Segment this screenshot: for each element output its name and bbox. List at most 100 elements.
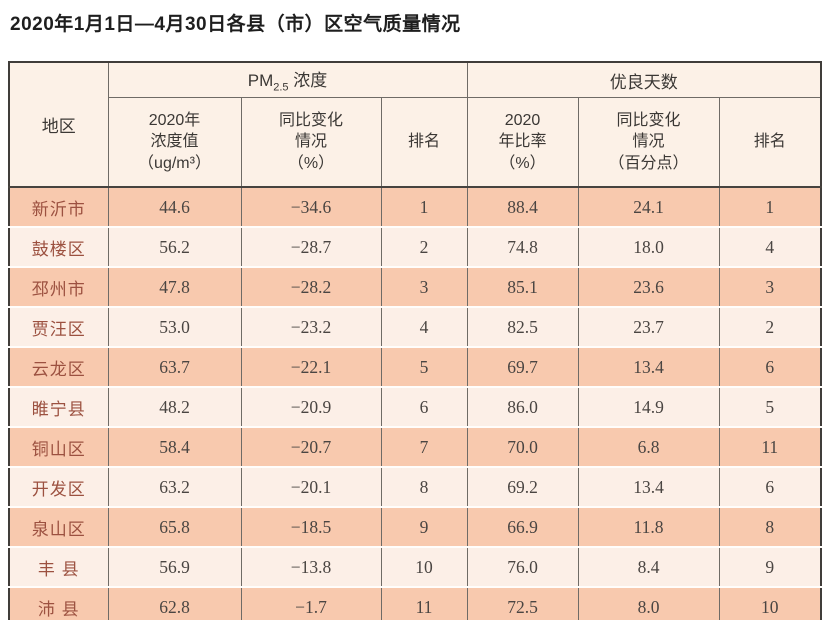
region-cell: 睢宁县 — [8, 386, 109, 427]
pm25-change-cell: −28.7 — [240, 226, 382, 267]
good-rank-cell: 11 — [718, 426, 822, 467]
pm25-change-cell: −34.6 — [240, 186, 382, 227]
good-change-cell: 6.8 — [577, 426, 720, 467]
region-cell: 新沂市 — [8, 186, 109, 227]
good-change-cell: 13.4 — [577, 466, 720, 507]
pm25-value-cell: 56.9 — [107, 546, 242, 587]
pm25-change-cell: −20.7 — [240, 426, 382, 467]
pm25-change-cell: −1.7 — [240, 586, 382, 620]
pm25-change-cell: −28.2 — [240, 266, 382, 307]
pm25-value-cell: 63.7 — [107, 346, 242, 387]
header-region: 地区 — [8, 61, 109, 188]
good-rate-cell: 69.7 — [466, 346, 579, 387]
table-row: 丰 县 56.9 −13.8 10 76.0 8.4 9 — [8, 546, 822, 587]
pm25-value-cell: 58.4 — [107, 426, 242, 467]
table-header: 地区 PM2.5 浓度 优良天数 2020年 浓度值 （ug/m³） 同比变化 … — [8, 61, 822, 188]
pm25-rank-cell: 10 — [380, 546, 468, 587]
good-change-cell: 23.7 — [577, 306, 720, 347]
pm25-rank-cell: 11 — [380, 586, 468, 620]
page-title: 2020年1月1日—4月30日各县（市）区空气质量情况 — [10, 14, 461, 35]
pm25-rank-cell: 8 — [380, 466, 468, 507]
header-good-change: 同比变化 情况 （百分点） — [577, 97, 720, 188]
region-cell: 沛 县 — [8, 586, 109, 620]
pm25-change-cell: −13.8 — [240, 546, 382, 587]
pm25-rank-cell: 2 — [380, 226, 468, 267]
pm25-label-subscript: 2.5 — [273, 81, 289, 94]
good-rate-cell: 82.5 — [466, 306, 579, 347]
pm25-rank-cell: 5 — [380, 346, 468, 387]
good-change-cell: 14.9 — [577, 386, 720, 427]
good-change-cell: 18.0 — [577, 226, 720, 267]
header-pm25-change: 同比变化 情况 （%） — [240, 97, 382, 188]
header-pm25-rank: 排名 — [380, 97, 468, 188]
good-rank-cell: 2 — [718, 306, 822, 347]
pm25-value-cell: 48.2 — [107, 386, 242, 427]
good-rank-cell: 1 — [718, 186, 822, 227]
pm25-change-cell: −22.1 — [240, 346, 382, 387]
header-group-good-days: 优良天数 — [466, 61, 822, 98]
table-row: 睢宁县 48.2 −20.9 6 86.0 14.9 5 — [8, 386, 822, 427]
good-rank-cell: 10 — [718, 586, 822, 620]
pm25-change-cell: −18.5 — [240, 506, 382, 547]
region-cell: 邳州市 — [8, 266, 109, 307]
pm25-rank-cell: 1 — [380, 186, 468, 227]
good-change-cell: 11.8 — [577, 506, 720, 547]
region-cell: 鼓楼区 — [8, 226, 109, 267]
good-rank-cell: 5 — [718, 386, 822, 427]
header-group-row: 地区 PM2.5 浓度 优良天数 — [8, 61, 822, 188]
good-change-cell: 13.4 — [577, 346, 720, 387]
good-rate-cell: 85.1 — [466, 266, 579, 307]
air-quality-table: 地区 PM2.5 浓度 优良天数 2020年 浓度值 （ug/m³） 同比变化 … — [8, 61, 823, 620]
table-body: 新沂市 44.6 −34.6 1 88.4 24.1 1 鼓楼区 56.2 −28.7 2 74.8 1… — [8, 186, 822, 620]
good-rank-cell: 8 — [718, 506, 822, 547]
pm25-label-suffix: 浓度 — [288, 71, 328, 91]
pm25-change-cell: −23.2 — [240, 306, 382, 347]
table-row: 沛 县 62.8 −1.7 11 72.5 8.0 10 — [8, 586, 822, 620]
pm25-value-cell: 62.8 — [107, 586, 242, 620]
good-change-cell: 8.4 — [577, 546, 720, 587]
pm25-value-cell: 56.2 — [107, 226, 242, 267]
region-cell: 铜山区 — [8, 426, 109, 467]
good-change-cell: 24.1 — [577, 186, 720, 227]
pm25-value-cell: 65.8 — [107, 506, 242, 547]
good-rate-cell: 76.0 — [466, 546, 579, 587]
good-rate-cell: 74.8 — [466, 226, 579, 267]
good-rate-cell: 66.9 — [466, 506, 579, 547]
header-good-rate: 2020 年比率 （%） — [466, 97, 579, 188]
good-rate-cell: 72.5 — [466, 586, 579, 620]
table-row: 贾汪区 53.0 −23.2 4 82.5 23.7 2 — [8, 306, 822, 347]
pm25-label-prefix: PM — [247, 71, 274, 91]
pm25-change-cell: −20.1 — [240, 466, 382, 507]
good-rank-cell: 6 — [718, 346, 822, 387]
region-cell: 泉山区 — [8, 506, 109, 547]
table-row: 邳州市 47.8 −28.2 3 85.1 23.6 3 — [8, 266, 822, 307]
good-rank-cell: 3 — [718, 266, 822, 307]
pm25-rank-cell: 6 — [380, 386, 468, 427]
header-group-pm25: PM2.5 浓度 — [107, 61, 468, 98]
table-row: 鼓楼区 56.2 −28.7 2 74.8 18.0 4 — [8, 226, 822, 267]
table-row: 铜山区 58.4 −20.7 7 70.0 6.8 11 — [8, 426, 822, 467]
table-row: 新沂市 44.6 −34.6 1 88.4 24.1 1 — [8, 186, 822, 227]
table-row: 泉山区 65.8 −18.5 9 66.9 11.8 8 — [8, 506, 822, 547]
pm25-value-cell: 53.0 — [107, 306, 242, 347]
good-rate-cell: 69.2 — [466, 466, 579, 507]
header-good-rank: 排名 — [718, 97, 822, 188]
pm25-change-cell: −20.9 — [240, 386, 382, 427]
region-cell: 开发区 — [8, 466, 109, 507]
pm25-value-cell: 44.6 — [107, 186, 242, 227]
pm25-rank-cell: 4 — [380, 306, 468, 347]
good-rate-cell: 86.0 — [466, 386, 579, 427]
table-row: 开发区 63.2 −20.1 8 69.2 13.4 6 — [8, 466, 822, 507]
good-rate-cell: 70.0 — [466, 426, 579, 467]
good-rank-cell: 9 — [718, 546, 822, 587]
region-cell: 丰 县 — [8, 546, 109, 587]
region-cell: 贾汪区 — [8, 306, 109, 347]
header-pm25-value: 2020年 浓度值 （ug/m³） — [107, 97, 242, 188]
pm25-value-cell: 63.2 — [107, 466, 242, 507]
region-cell: 云龙区 — [8, 346, 109, 387]
good-change-cell: 8.0 — [577, 586, 720, 620]
good-rank-cell: 6 — [718, 466, 822, 507]
header-sub-row: 2020年 浓度值 （ug/m³） 同比变化 情况 （%） 排名 2020 年比… — [9, 97, 822, 188]
table-row: 云龙区 63.7 −22.1 5 69.7 13.4 6 — [8, 346, 822, 387]
